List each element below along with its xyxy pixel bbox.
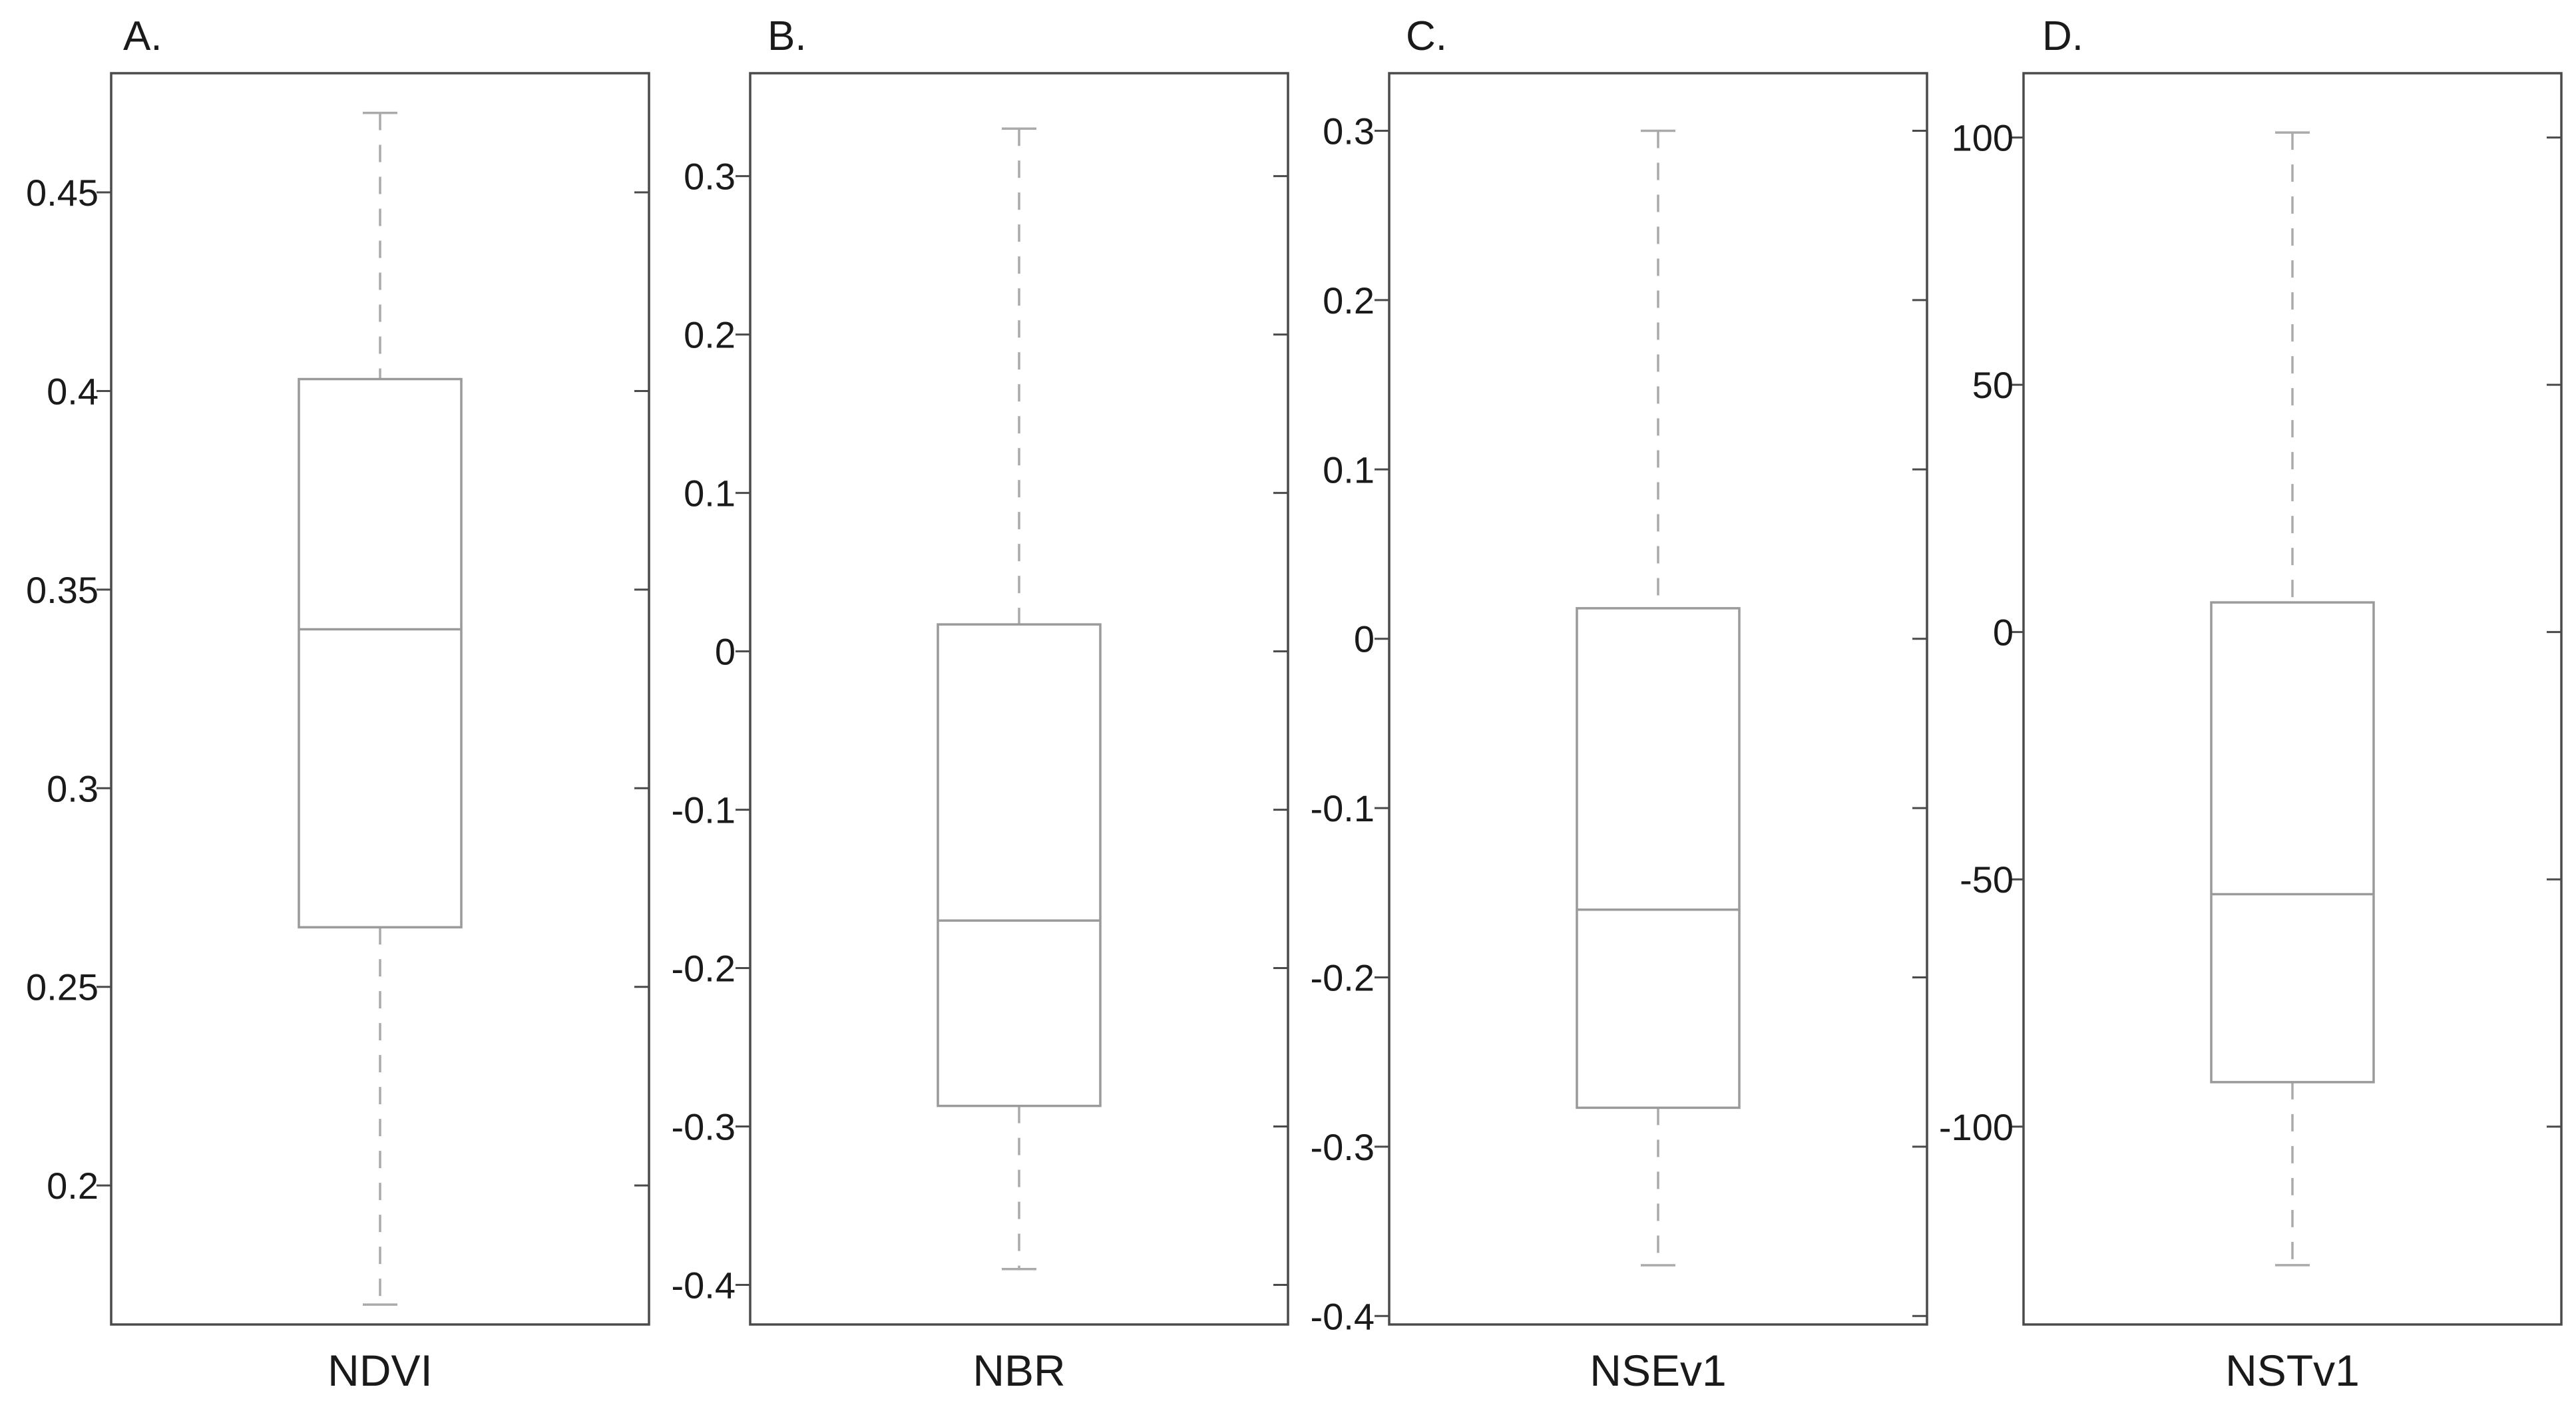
y-tick-label: -50 (1960, 859, 2014, 901)
plot-frame (2022, 72, 2563, 1326)
y-tick-label: 0.25 (26, 966, 99, 1008)
y-tick-label: 0.2 (1323, 280, 1375, 321)
x-axis-label: NSEv1 (1590, 1346, 1726, 1395)
y-tick-label: 0.3 (1323, 110, 1375, 152)
y-tick-label: 50 (1972, 364, 2014, 406)
panel-3: C. NSEv1 -0.4 -0.3 -0.2 -0.1 0 0.1 0.2 0.3 (1311, 13, 1928, 1395)
y-tick-label: 0.1 (1323, 449, 1375, 491)
y-tick-label: -0.1 (672, 789, 736, 831)
panel-letter: B. (767, 13, 807, 59)
plot-frame (110, 72, 650, 1326)
y-tick-label: -0.3 (672, 1106, 736, 1148)
panel-letter: C. (1406, 13, 1447, 59)
panel-letter: D. (2042, 13, 2083, 59)
iqr-box (2210, 601, 2375, 1084)
panel-4: D. NSTv1 -100 -50 0 50 100 (1939, 13, 2563, 1395)
y-tick-label: 0.2 (47, 1165, 99, 1207)
y-tick-label: 100 (1952, 117, 2014, 159)
iqr-box (1576, 607, 1741, 1110)
x-axis-label: NBR (972, 1346, 1065, 1395)
iqr-box (937, 623, 1102, 1108)
y-tick-label: 0 (715, 631, 736, 673)
panel-2: B. NBR -0.4 -0.3 -0.2 -0.1 0 0.1 0.2 0.3 (672, 13, 1289, 1395)
x-axis-label: NDVI (327, 1346, 433, 1395)
y-tick-label: -0.2 (1311, 956, 1375, 998)
plot-frame (749, 72, 1289, 1326)
y-tick-label: -0.3 (1311, 1126, 1375, 1168)
y-tick-label: 0.4 (47, 370, 99, 412)
y-tick-label: 0.3 (47, 767, 99, 809)
iqr-box (298, 377, 463, 928)
panel-1: A. NDVI 0.2 0.25 0.3 0.35 0.4 0.45 (26, 13, 650, 1395)
y-tick-label: -0.1 (1311, 787, 1375, 829)
y-tick-label: -0.4 (1311, 1295, 1375, 1337)
y-tick-label: 0.35 (26, 569, 99, 611)
panel-letter: A. (123, 13, 162, 59)
x-axis-label: NSTv1 (2225, 1346, 2360, 1395)
y-tick-label: -0.2 (672, 948, 736, 990)
y-tick-label: -100 (1939, 1106, 2014, 1148)
y-tick-label: 0.1 (684, 473, 736, 514)
y-tick-label: 0 (1993, 612, 2014, 654)
y-tick-label: -0.4 (672, 1265, 736, 1307)
plot-frame (1388, 72, 1928, 1326)
y-tick-label: 0 (1354, 618, 1375, 660)
y-tick-label: 0.2 (684, 314, 736, 356)
y-tick-label: 0.45 (26, 172, 99, 214)
y-tick-label: 0.3 (684, 156, 736, 198)
